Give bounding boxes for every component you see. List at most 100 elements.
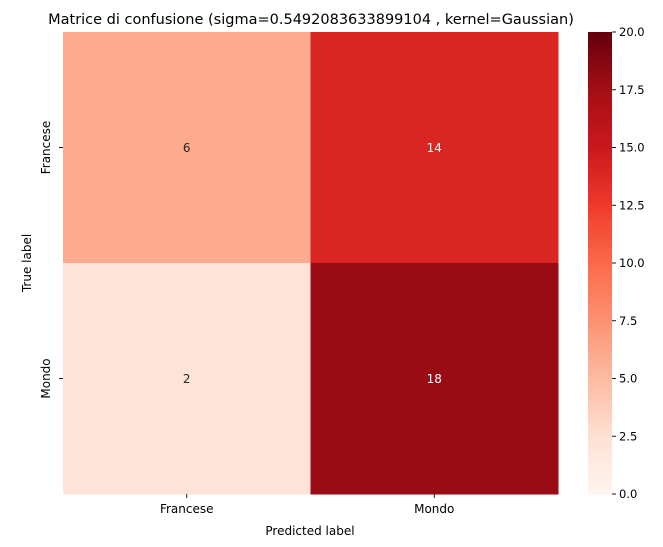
colorbar-segment bbox=[588, 274, 612, 279]
colorbar-segment bbox=[588, 247, 612, 253]
colorbar-segment bbox=[588, 351, 612, 356]
cell-annotations: 6 14 2 18 bbox=[183, 141, 442, 386]
colorbar-segment bbox=[588, 170, 612, 176]
colorbar-segment bbox=[588, 440, 612, 445]
colorbar-segment bbox=[588, 243, 612, 249]
colorbar-segment bbox=[588, 463, 612, 468]
colorbar-segment bbox=[588, 143, 612, 149]
colorbar-segment bbox=[588, 301, 612, 306]
colorbar-segment bbox=[588, 251, 612, 256]
colorbar: 0.0 2.5 5.0 7.5 10.0 12.5 15.0 17.5 20.0 bbox=[588, 25, 645, 501]
colorbar-segment bbox=[588, 124, 612, 129]
colorbar-segment bbox=[588, 58, 612, 64]
colorbar-segment bbox=[588, 324, 612, 330]
colorbar-segment bbox=[588, 232, 612, 237]
colorbar-tick-label: 12.5 bbox=[619, 198, 645, 212]
colorbar-segment bbox=[588, 132, 612, 137]
colorbar-segment bbox=[588, 459, 612, 464]
colorbar-segment bbox=[588, 470, 612, 476]
colorbar-tick-label: 5.0 bbox=[619, 372, 637, 386]
colorbar-segment bbox=[588, 359, 612, 364]
colorbar-segment bbox=[588, 305, 612, 310]
colorbar-segment bbox=[588, 282, 612, 287]
colorbar-segment bbox=[588, 370, 612, 376]
x-tick-label: Mondo bbox=[414, 502, 454, 516]
colorbar-segment bbox=[588, 455, 612, 460]
colorbar-tick-label: 17.5 bbox=[619, 83, 645, 97]
colorbar-segment bbox=[588, 409, 612, 414]
colorbar-tick-label: 2.5 bbox=[619, 429, 637, 443]
colorbar-segment bbox=[588, 193, 612, 199]
colorbar-segment bbox=[588, 378, 612, 383]
colorbar-segment bbox=[588, 97, 612, 102]
colorbar-tick-label: 15.0 bbox=[619, 141, 645, 155]
colorbar-tick-label: 20.0 bbox=[619, 25, 645, 39]
colorbar-segment bbox=[588, 66, 612, 72]
y-tick-label: Mondo bbox=[39, 358, 53, 398]
colorbar-segment bbox=[588, 263, 612, 268]
colorbar-segment bbox=[588, 239, 612, 245]
heatmap-cell bbox=[310, 263, 559, 495]
colorbar-segment bbox=[588, 443, 612, 449]
colorbar-segment bbox=[588, 216, 612, 222]
colorbar-segment bbox=[588, 270, 612, 276]
colorbar-segment bbox=[588, 39, 612, 45]
colorbar-segment bbox=[588, 139, 612, 145]
heatmap-cell bbox=[63, 263, 311, 495]
colorbar-segment bbox=[588, 347, 612, 353]
colorbar-segment bbox=[588, 112, 612, 118]
colorbar-segment bbox=[588, 178, 612, 183]
colorbar-segment bbox=[588, 116, 612, 122]
x-axis-ticks: Francese Mondo bbox=[160, 494, 454, 516]
colorbar-segment bbox=[588, 405, 612, 410]
colorbar-segment bbox=[588, 390, 612, 395]
colorbar-segment bbox=[588, 70, 612, 75]
colorbar-segment bbox=[588, 259, 612, 264]
colorbar-segment bbox=[588, 401, 612, 407]
colorbar-tick-label: 7.5 bbox=[619, 314, 637, 328]
colorbar-segment bbox=[588, 151, 612, 156]
colorbar-segment bbox=[588, 82, 612, 87]
colorbar-segment bbox=[588, 486, 612, 491]
heatmap-cell bbox=[63, 32, 311, 264]
colorbar-segment bbox=[588, 417, 612, 422]
colorbar-segment bbox=[588, 62, 612, 68]
heatmap-cells bbox=[63, 32, 559, 495]
colorbar-segment bbox=[588, 286, 612, 291]
colorbar-segment bbox=[588, 451, 612, 457]
colorbar-segment bbox=[588, 109, 612, 114]
colorbar-segment bbox=[588, 478, 612, 484]
colorbar-segment bbox=[588, 236, 612, 241]
colorbar-segment bbox=[588, 343, 612, 349]
colorbar-tick-label: 0.0 bbox=[619, 487, 637, 501]
colorbar-segment bbox=[588, 420, 612, 426]
colorbar-segment bbox=[588, 309, 612, 314]
colorbar-segment bbox=[588, 47, 612, 52]
colorbar-segment bbox=[588, 166, 612, 172]
colorbar-segment bbox=[588, 120, 612, 125]
colorbar-segment bbox=[588, 255, 612, 260]
colorbar-segment bbox=[588, 467, 612, 472]
colorbar-segment bbox=[588, 32, 612, 37]
colorbar-segment bbox=[588, 413, 612, 418]
colorbar-segment bbox=[588, 189, 612, 195]
colorbar-segment bbox=[588, 147, 612, 152]
colorbar-segment bbox=[588, 182, 612, 187]
colorbar-segment bbox=[588, 382, 612, 387]
colorbar-segment bbox=[588, 289, 612, 295]
colorbar-segment bbox=[588, 316, 612, 322]
colorbar-segment bbox=[588, 313, 612, 318]
cell-value-label: 18 bbox=[427, 372, 442, 386]
colorbar-segment bbox=[588, 162, 612, 168]
colorbar-segment bbox=[588, 432, 612, 437]
colorbar-segment bbox=[588, 320, 612, 326]
colorbar-segment bbox=[588, 89, 612, 95]
y-tick-label: Francese bbox=[39, 121, 53, 175]
colorbar-segment bbox=[588, 278, 612, 283]
colorbar-segment bbox=[588, 328, 612, 333]
colorbar-segment bbox=[588, 266, 612, 272]
colorbar-segment bbox=[588, 35, 612, 41]
colorbar-segment bbox=[588, 340, 612, 345]
colorbar-segment bbox=[588, 224, 612, 229]
colorbar-segment bbox=[588, 105, 612, 110]
